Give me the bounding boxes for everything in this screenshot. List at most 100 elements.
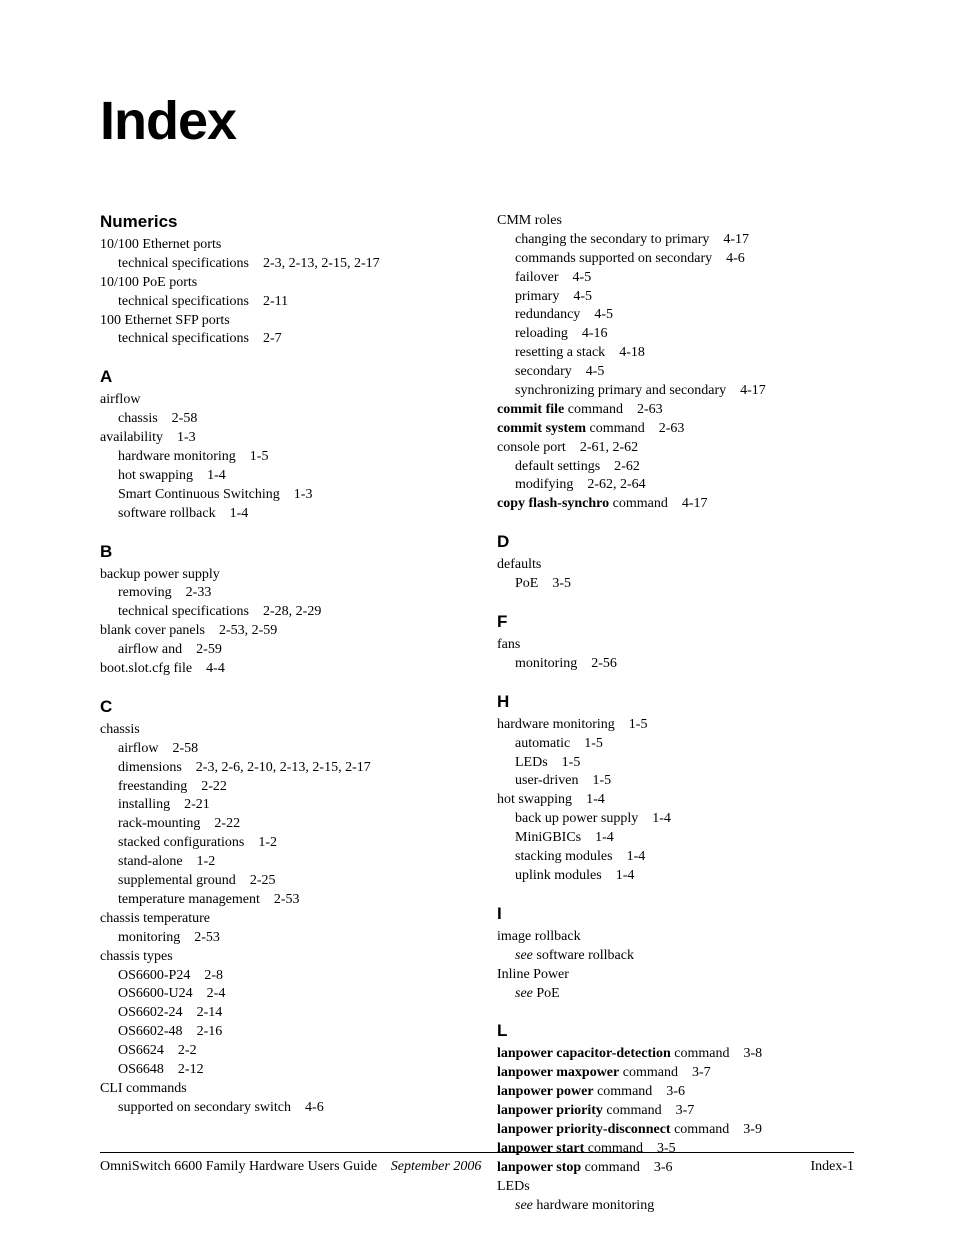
index-subentry[interactable]: monitoring2-53 — [100, 929, 457, 948]
index-subentry[interactable]: monitoring2-56 — [497, 655, 854, 674]
index-subentry[interactable]: technical specifications2-3, 2-13, 2-15,… — [100, 255, 457, 274]
index-subentry[interactable]: chassis2-58 — [100, 410, 457, 429]
index-columns: Numerics 10/100 Ethernet ports technical… — [100, 212, 854, 1215]
entry-pages: 1-5 — [615, 717, 648, 732]
index-entry[interactable]: blank cover panels2-53, 2-59 — [100, 622, 457, 641]
index-subentry[interactable]: commands supported on secondary4-6 — [497, 250, 854, 269]
index-subentry[interactable]: user-driven1-5 — [497, 772, 854, 791]
entry-label: monitoring — [515, 656, 577, 671]
index-subentry[interactable]: hardware monitoring1-5 — [100, 448, 457, 467]
index-subentry[interactable]: reloading4-16 — [497, 325, 854, 344]
index-subentry[interactable]: Smart Continuous Switching1-3 — [100, 486, 457, 505]
entry-pages: 2-3, 2-6, 2-10, 2-13, 2-15, 2-17 — [182, 760, 371, 775]
entry-label: monitoring — [118, 930, 180, 945]
entry-normal: command — [594, 1084, 653, 1099]
index-subentry[interactable]: redundancy4-5 — [497, 306, 854, 325]
index-subentry[interactable]: LEDs1-5 — [497, 754, 854, 773]
entry-label: hot swapping — [118, 468, 193, 483]
index-subentry[interactable]: automatic1-5 — [497, 735, 854, 754]
index-see-ref[interactable]: see software rollback — [497, 947, 854, 966]
index-entry[interactable]: commit file command2-63 — [497, 401, 854, 420]
index-entry[interactable]: lanpower priority-disconnect command3-9 — [497, 1121, 854, 1140]
index-subentry[interactable]: freestanding2-22 — [100, 778, 457, 797]
index-entry: fans — [497, 636, 854, 655]
index-subentry[interactable]: technical specifications2-28, 2-29 — [100, 603, 457, 622]
index-entry[interactable]: boot.slot.cfg file4-4 — [100, 660, 457, 679]
entry-label: software rollback — [118, 506, 216, 521]
index-subentry[interactable]: dimensions2-3, 2-6, 2-10, 2-13, 2-15, 2-… — [100, 759, 457, 778]
entry-pages: 2-58 — [158, 411, 198, 426]
index-entry[interactable]: lanpower priority command3-7 — [497, 1102, 854, 1121]
index-subentry[interactable]: temperature management2-53 — [100, 891, 457, 910]
index-subentry[interactable]: PoE3-5 — [497, 575, 854, 594]
index-subentry[interactable]: MiniGBICs1-4 — [497, 829, 854, 848]
entry-label: technical specifications — [118, 331, 249, 346]
index-subentry[interactable]: technical specifications2-7 — [100, 330, 457, 349]
entry-label: MiniGBICs — [515, 830, 581, 845]
entry-normal: command — [619, 1065, 678, 1080]
index-entry: chassis types — [100, 948, 457, 967]
index-entry: defaults — [497, 556, 854, 575]
index-entry[interactable]: lanpower power command3-6 — [497, 1083, 854, 1102]
index-subentry[interactable]: OS6600-U242-4 — [100, 985, 457, 1004]
entry-pages: 1-4 — [216, 506, 249, 521]
index-subentry[interactable]: airflow and2-59 — [100, 641, 457, 660]
index-subentry[interactable]: installing2-21 — [100, 796, 457, 815]
index-subentry[interactable]: technical specifications2-11 — [100, 293, 457, 312]
index-subentry[interactable]: supplemental ground2-25 — [100, 872, 457, 891]
index-subentry[interactable]: stacked configurations1-2 — [100, 834, 457, 853]
entry-pages: 4-4 — [192, 661, 225, 676]
index-subentry[interactable]: hot swapping1-4 — [100, 467, 457, 486]
index-entry[interactable]: copy flash-synchro command4-17 — [497, 495, 854, 514]
index-subentry[interactable]: rack-mounting2-22 — [100, 815, 457, 834]
index-subentry[interactable]: OS6602-482-16 — [100, 1023, 457, 1042]
index-subentry[interactable]: stacking modules1-4 — [497, 848, 854, 867]
index-see-ref[interactable]: see PoE — [497, 985, 854, 1004]
entry-label: back up power supply — [515, 811, 638, 826]
index-subentry[interactable]: supported on secondary switch4-6 — [100, 1099, 457, 1118]
index-subentry[interactable]: back up power supply1-4 — [497, 810, 854, 829]
index-subentry[interactable]: failover4-5 — [497, 269, 854, 288]
section-d: D — [497, 532, 854, 552]
index-entry[interactable]: lanpower capacitor-detection command3-8 — [497, 1045, 854, 1064]
index-entry[interactable]: console port2-61, 2-62 — [497, 439, 854, 458]
index-subentry[interactable]: OS66242-2 — [100, 1042, 457, 1061]
index-subentry[interactable]: OS6600-P242-8 — [100, 967, 457, 986]
index-subentry[interactable]: default settings2-62 — [497, 458, 854, 477]
entry-label: resetting a stack — [515, 345, 605, 360]
entry-label: hardware monitoring — [118, 449, 236, 464]
footer-left: OmniSwitch 6600 Family Hardware Users Gu… — [100, 1159, 481, 1175]
entry-label: technical specifications — [118, 256, 249, 271]
index-subentry[interactable]: resetting a stack4-18 — [497, 344, 854, 363]
index-subentry[interactable]: primary4-5 — [497, 288, 854, 307]
index-subentry[interactable]: synchronizing primary and secondary4-17 — [497, 382, 854, 401]
page: Index Numerics 10/100 Ethernet ports tec… — [0, 0, 954, 1235]
index-subentry[interactable]: changing the secondary to primary4-17 — [497, 231, 854, 250]
index-see-ref[interactable]: see hardware monitoring — [497, 1197, 854, 1216]
index-subentry[interactable]: secondary4-5 — [497, 363, 854, 382]
entry-normal: command — [586, 421, 645, 436]
entry-pages: 1-2 — [183, 854, 216, 869]
index-subentry[interactable]: software rollback1-4 — [100, 505, 457, 524]
index-subentry[interactable]: OS66482-12 — [100, 1061, 457, 1080]
index-entry[interactable]: hot swapping1-4 — [497, 791, 854, 810]
section-numerics: Numerics — [100, 212, 457, 232]
entry-pages: 1-4 — [602, 868, 635, 883]
index-subentry[interactable]: airflow2-58 — [100, 740, 457, 759]
index-entry[interactable]: availability1-3 — [100, 429, 457, 448]
entry-pages: 1-5 — [236, 449, 269, 464]
index-subentry[interactable]: OS6602-242-14 — [100, 1004, 457, 1023]
index-subentry[interactable]: stand-alone1-2 — [100, 853, 457, 872]
index-entry[interactable]: lanpower maxpower command3-7 — [497, 1064, 854, 1083]
entry-pages: 2-63 — [645, 421, 685, 436]
entry-label: default settings — [515, 459, 600, 474]
index-subentry[interactable]: modifying2-62, 2-64 — [497, 476, 854, 495]
index-entry[interactable]: hardware monitoring1-5 — [497, 716, 854, 735]
index-subentry[interactable]: removing2-33 — [100, 584, 457, 603]
entry-pages: 2-21 — [170, 797, 210, 812]
entry-pages: 1-3 — [163, 430, 196, 445]
index-entry[interactable]: commit system command2-63 — [497, 420, 854, 439]
index-subentry[interactable]: uplink modules1-4 — [497, 867, 854, 886]
entry-label: stacking modules — [515, 849, 613, 864]
footer-page-number: Index-1 — [810, 1159, 854, 1175]
